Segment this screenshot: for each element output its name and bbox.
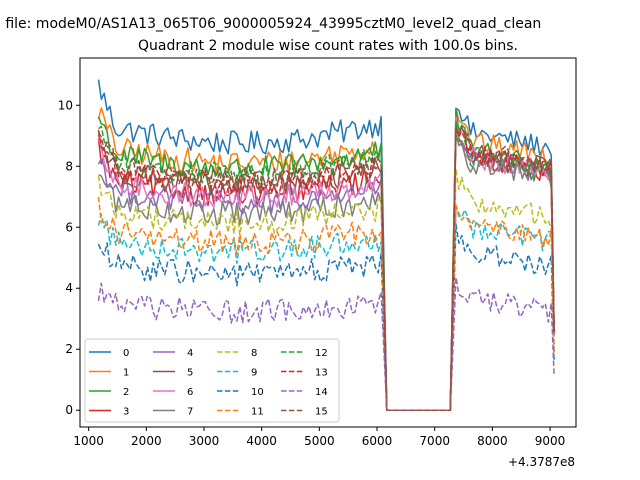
x-tick-label: 4000 [246, 434, 277, 448]
x-tick-label: 7000 [419, 434, 450, 448]
legend-label-10: 10 [251, 387, 264, 398]
legend-label-1: 1 [123, 368, 129, 379]
legend-label-2: 2 [123, 387, 129, 398]
y-tick-label: 6 [65, 220, 73, 234]
x-tick-label: 6000 [362, 434, 393, 448]
legend-label-6: 6 [187, 387, 193, 398]
legend-label-12: 12 [315, 348, 328, 359]
x-offset-label: +4.3787e8 [508, 455, 575, 469]
legend-frame [84, 338, 340, 423]
axes-frame [79, 57, 577, 428]
x-tick-label: 9000 [535, 434, 566, 448]
x-tick-label: 8000 [477, 434, 508, 448]
x-tick-label: 1000 [73, 434, 104, 448]
legend-label-4: 4 [187, 348, 193, 359]
series-line-8 [97, 168, 555, 411]
plot-area [97, 79, 555, 411]
y-tick-label: 10 [58, 98, 73, 112]
y-tick-label: 0 [65, 403, 73, 417]
legend-label-8: 8 [251, 348, 257, 359]
series-line-4 [97, 118, 555, 411]
series-line-12 [98, 119, 555, 411]
x-axis: 1000 2000 3000 4000 5000 6000 7000 8000 9000 [73, 427, 565, 448]
x-tick-label: 2000 [131, 434, 162, 448]
legend-label-11: 11 [251, 407, 264, 418]
series-line-14 [97, 276, 555, 411]
series-line-1 [97, 107, 555, 411]
legend-label-9: 9 [251, 368, 257, 379]
legend-label-15: 15 [315, 407, 328, 418]
series-line-9 [97, 206, 555, 411]
y-axis: 0 2 4 6 8 10 [58, 98, 80, 417]
legend-label-14: 14 [315, 387, 328, 398]
x-tick-label: 5000 [304, 434, 335, 448]
series-line-10 [97, 223, 555, 411]
series-line-15 [97, 124, 555, 411]
legend-label-5: 5 [187, 368, 193, 379]
series-line-11 [97, 196, 555, 411]
y-tick-label: 8 [65, 159, 73, 173]
series-line-7 [98, 134, 555, 411]
legend-label-13: 13 [315, 368, 328, 379]
legend-label-7: 7 [187, 407, 193, 418]
series-line-13 [97, 127, 555, 411]
x-tick-label: 3000 [189, 434, 220, 448]
y-tick-label: 4 [65, 281, 73, 295]
figure-suptitle: n file: modeM0/AS1A13_065T06_9000005924_… [0, 16, 541, 32]
legend-label-3: 3 [123, 407, 129, 418]
y-tick-label: 2 [65, 342, 73, 356]
legend-label-0: 0 [123, 348, 129, 359]
chart-title: Quadrant 2 module wise count rates with … [138, 38, 518, 54]
